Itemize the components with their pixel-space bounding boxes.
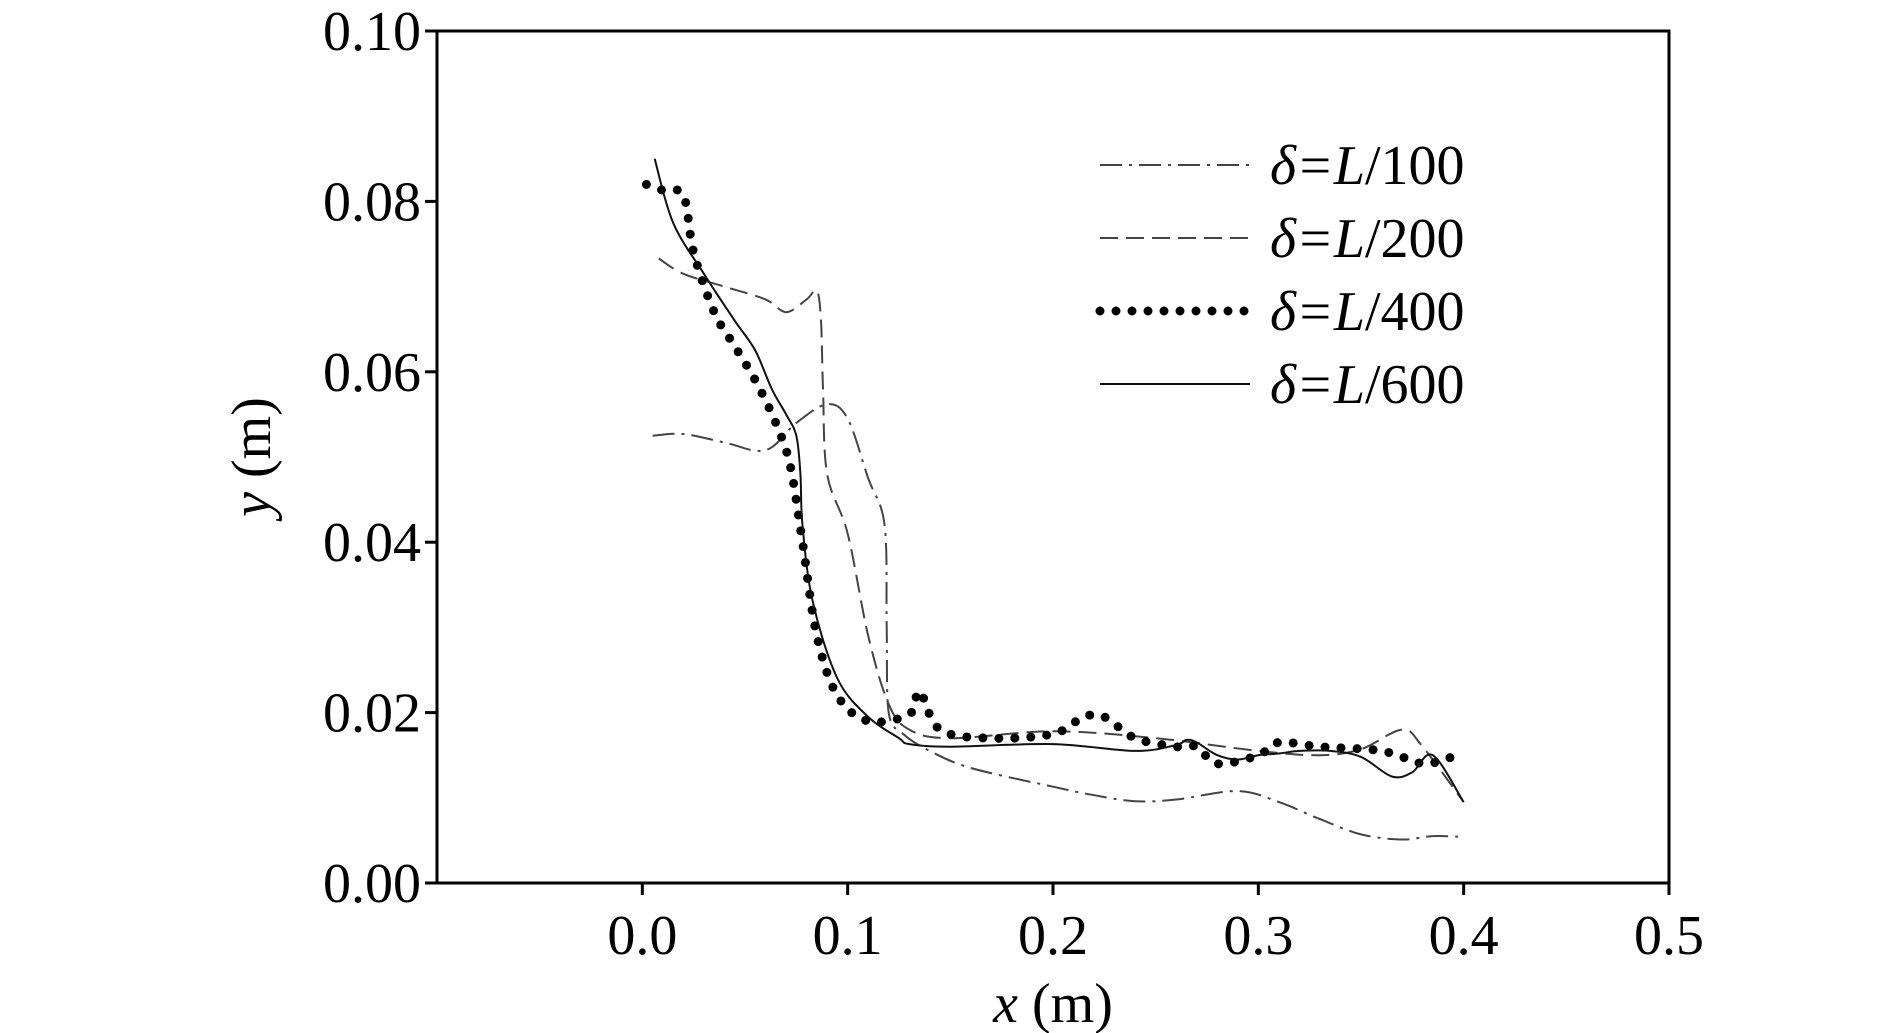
x-tick-label: 0.5 bbox=[1634, 905, 1704, 967]
x-tick-label: 0.2 bbox=[1018, 905, 1088, 967]
x-tick-label: 0.1 bbox=[813, 905, 883, 967]
y-tick-label: 0.02 bbox=[323, 683, 421, 745]
plot-frame bbox=[435, 29, 1671, 885]
y-axis-title: y (m) bbox=[221, 397, 283, 522]
series-line-4 bbox=[653, 158, 1465, 803]
x-tick-label: 0.4 bbox=[1429, 905, 1499, 967]
legend-label-1: δ=L/100 bbox=[1270, 135, 1465, 197]
legend-label-2: δ=L/200 bbox=[1270, 208, 1465, 270]
x-axis-ticks: 0.0 0.1 0.2 0.3 0.4 0.5 bbox=[607, 883, 1704, 967]
legend: δ=L/100 δ=L/200 δ=L/400 δ=L/600 bbox=[1095, 135, 1465, 416]
y-tick-label: 0.04 bbox=[323, 512, 421, 574]
y-tick-label: 0.06 bbox=[323, 342, 421, 404]
series-line-1 bbox=[652, 403, 1464, 841]
y-axis-ticks: 0.00 0.02 0.04 0.06 0.08 0.10 bbox=[323, 1, 437, 915]
series-line-3 bbox=[641, 179, 1469, 769]
x-tick-label: 0.3 bbox=[1223, 905, 1293, 967]
x-tick-label: 0.0 bbox=[607, 905, 677, 967]
y-tick-label: 0.00 bbox=[323, 853, 421, 915]
y-tick-label: 0.10 bbox=[323, 1, 421, 63]
x-axis-title: x (m) bbox=[992, 973, 1113, 1033]
y-tick-label: 0.08 bbox=[323, 171, 421, 233]
legend-label-4: δ=L/600 bbox=[1270, 354, 1465, 416]
legend-label-3: δ=L/400 bbox=[1270, 281, 1465, 343]
series-line-2 bbox=[658, 257, 1465, 803]
series-layer bbox=[641, 158, 1469, 841]
